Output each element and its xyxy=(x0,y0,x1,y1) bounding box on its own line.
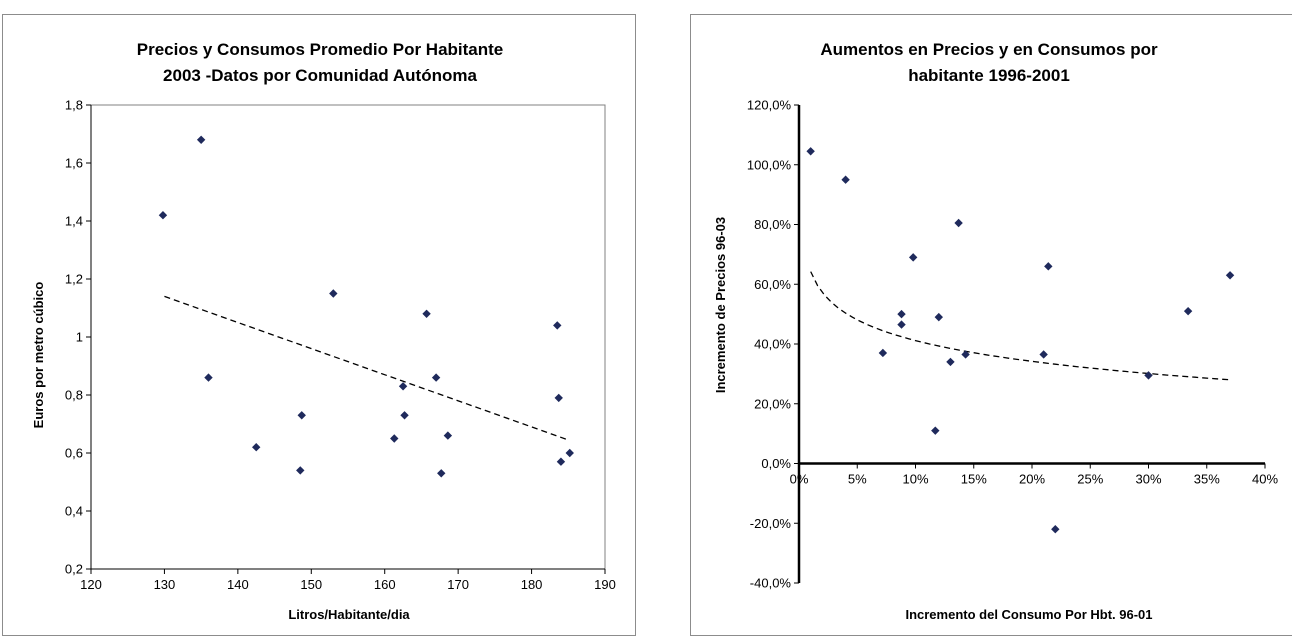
plot-area-frame xyxy=(90,104,606,570)
x-tick-label: 190 xyxy=(594,577,616,592)
data-point xyxy=(1039,350,1048,359)
chart-title-line-1: Precios y Consumos Promedio Por Habitant… xyxy=(137,40,504,59)
data-point xyxy=(400,411,409,420)
y-tick-label: 40,0% xyxy=(754,337,791,352)
y-tick-label: 1,4 xyxy=(65,214,83,229)
data-point xyxy=(398,382,408,391)
chart-title-line-1: Aumentos en Precios y en Consumos por xyxy=(820,40,1158,59)
trendline xyxy=(164,295,569,441)
y-tick-label: 20,0% xyxy=(754,396,791,411)
x-tick-label: 130 xyxy=(154,577,176,592)
x-tick-label: 5% xyxy=(848,472,867,487)
data-point xyxy=(422,309,431,318)
x-tick-label: 170 xyxy=(447,577,469,592)
x-axis-title: Incremento del Consumo Por Hbt. 96-01 xyxy=(905,607,1152,622)
data-point xyxy=(390,434,399,443)
data-point xyxy=(158,211,168,220)
data-point xyxy=(296,466,305,475)
y-tick-label: 60,0% xyxy=(754,277,791,292)
y-tick-label: 1 xyxy=(76,330,83,345)
y-tick-label: 0,2 xyxy=(65,562,83,577)
x-axis-title: Litros/Habitante/dia xyxy=(288,607,410,622)
chart-right-plot: Aumentos en Precios y en Consumos por ha… xyxy=(713,40,1278,622)
y-tick-label: 1,2 xyxy=(65,272,83,287)
data-point xyxy=(841,175,850,184)
data-point xyxy=(878,348,888,358)
y-tick-label: 0,8 xyxy=(65,388,83,403)
x-tick-label: 120 xyxy=(80,577,102,592)
data-point xyxy=(931,426,940,435)
data-point xyxy=(196,135,206,144)
x-tick-label: 30% xyxy=(1135,472,1161,487)
data-point xyxy=(1183,306,1193,316)
chart-left-plot: Precios y Consumos Promedio Por Habitant… xyxy=(31,40,616,622)
x-tick-label: 150 xyxy=(300,577,322,592)
trendline xyxy=(810,271,1231,381)
data-point xyxy=(1144,371,1153,380)
y-axis-title: Euros por metro cúbico xyxy=(31,282,46,429)
data-point xyxy=(897,309,906,319)
x-tick-label: 35% xyxy=(1194,472,1220,487)
x-tick-label: 160 xyxy=(374,577,396,592)
chart-title-line-2: habitante 1996-2001 xyxy=(908,66,1070,85)
x-tick-label: 25% xyxy=(1077,472,1103,487)
data-point xyxy=(961,350,970,359)
y-tick-label: 0,0% xyxy=(761,456,791,471)
data-point xyxy=(954,218,963,228)
data-point xyxy=(934,312,943,322)
x-tick-label: 20% xyxy=(1019,472,1045,487)
data-point xyxy=(806,147,815,156)
x-tick-label: 180 xyxy=(521,577,543,592)
data-point xyxy=(437,469,446,478)
data-point xyxy=(946,357,955,367)
y-tick-label: 0,6 xyxy=(65,446,83,461)
data-point xyxy=(565,448,574,458)
data-point xyxy=(297,411,306,420)
data-point xyxy=(443,431,453,440)
data-point xyxy=(553,321,562,330)
chart-title-line-2: 2003 -Datos por Comunidad Autónoma xyxy=(163,66,477,85)
y-tick-label: 120,0% xyxy=(747,98,792,113)
data-point xyxy=(204,373,213,382)
chart-right-panel: Aumentos en Precios y en Consumos por ha… xyxy=(690,14,1292,636)
chart-left-panel: Precios y Consumos Promedio Por Habitant… xyxy=(2,14,636,636)
y-tick-label: 0,4 xyxy=(65,504,83,519)
y-tick-label: 80,0% xyxy=(754,217,791,232)
data-point xyxy=(1051,525,1060,534)
x-tick-label: 140 xyxy=(227,577,249,592)
x-tick-label: 15% xyxy=(961,472,987,487)
data-point xyxy=(1044,262,1053,271)
y-tick-label: 1,8 xyxy=(65,98,83,113)
y-tick-label: -20,0% xyxy=(750,516,792,531)
data-point xyxy=(1225,271,1235,280)
data-point xyxy=(908,253,918,262)
y-tick-label: -40,0% xyxy=(750,576,792,591)
x-tick-label: 40% xyxy=(1252,472,1278,487)
x-tick-label: 10% xyxy=(902,472,928,487)
data-point xyxy=(431,373,441,382)
data-point xyxy=(897,320,906,329)
data-point xyxy=(252,443,261,452)
data-point xyxy=(554,393,563,403)
y-axis-title: Incremento de Precios 96-03 xyxy=(713,217,728,393)
data-point xyxy=(329,289,338,298)
y-tick-label: 1,6 xyxy=(65,156,83,171)
x-tick-label: 0% xyxy=(790,472,809,487)
data-point xyxy=(556,457,566,466)
y-tick-label: 100,0% xyxy=(747,157,792,172)
